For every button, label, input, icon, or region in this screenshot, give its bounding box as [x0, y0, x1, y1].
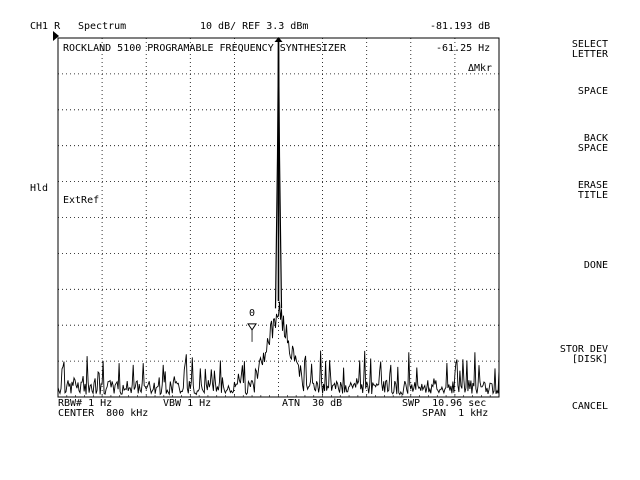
marker-frequency: -61.25 Hz — [436, 43, 491, 54]
delta-marker-mode: ΔMkr — [468, 63, 493, 74]
span-label: SPAN 1 kHz — [422, 408, 489, 419]
softkey-space[interactable]: SPACE — [577, 86, 608, 97]
softkey-select-letter[interactable]: SELECT LETTER — [571, 39, 608, 60]
channel-pointer-icon — [53, 31, 59, 41]
channel-label: CH1 R — [30, 21, 61, 32]
softkey-cancel[interactable]: CANCEL — [571, 401, 608, 412]
reference-marker-label: 0 — [249, 308, 256, 319]
softkey-stor-dev[interactable]: STOR DEV [DISK] — [559, 344, 608, 365]
center-frequency: CENTER 800 kHz — [58, 408, 149, 419]
marker-amplitude: -81.193 dB — [430, 21, 491, 32]
attenuation-label: ATN 30 dB — [282, 398, 343, 409]
mode-label: Spectrum — [78, 21, 127, 32]
spectrum-trace — [57, 37, 500, 396]
rbw-label: RBW# 1 Hz — [58, 398, 113, 409]
softkey-back-space[interactable]: BACK SPACE — [577, 133, 608, 154]
scale-ref-label: 10 dB/ REF 3.3 dBm — [200, 21, 309, 32]
spectrum-trace-line — [57, 301, 500, 396]
sweep-label: SWP 10.96 sec — [402, 398, 487, 409]
hold-label: Hld — [30, 183, 49, 194]
vbw-label: VBW 1 Hz — [163, 398, 212, 409]
ext-ref-label: ExtRef — [63, 195, 100, 206]
screen-title: ROCKLAND 5100 PROGRAMABLE FREQUENCY SYNT… — [63, 43, 346, 54]
active-marker-icon — [274, 37, 283, 42]
reference-marker-icon — [247, 323, 257, 331]
softkey-done[interactable]: DONE — [583, 260, 608, 271]
marker-overlay — [247, 37, 283, 342]
softkey-erase-title[interactable]: ERASE TITLE — [577, 180, 608, 201]
